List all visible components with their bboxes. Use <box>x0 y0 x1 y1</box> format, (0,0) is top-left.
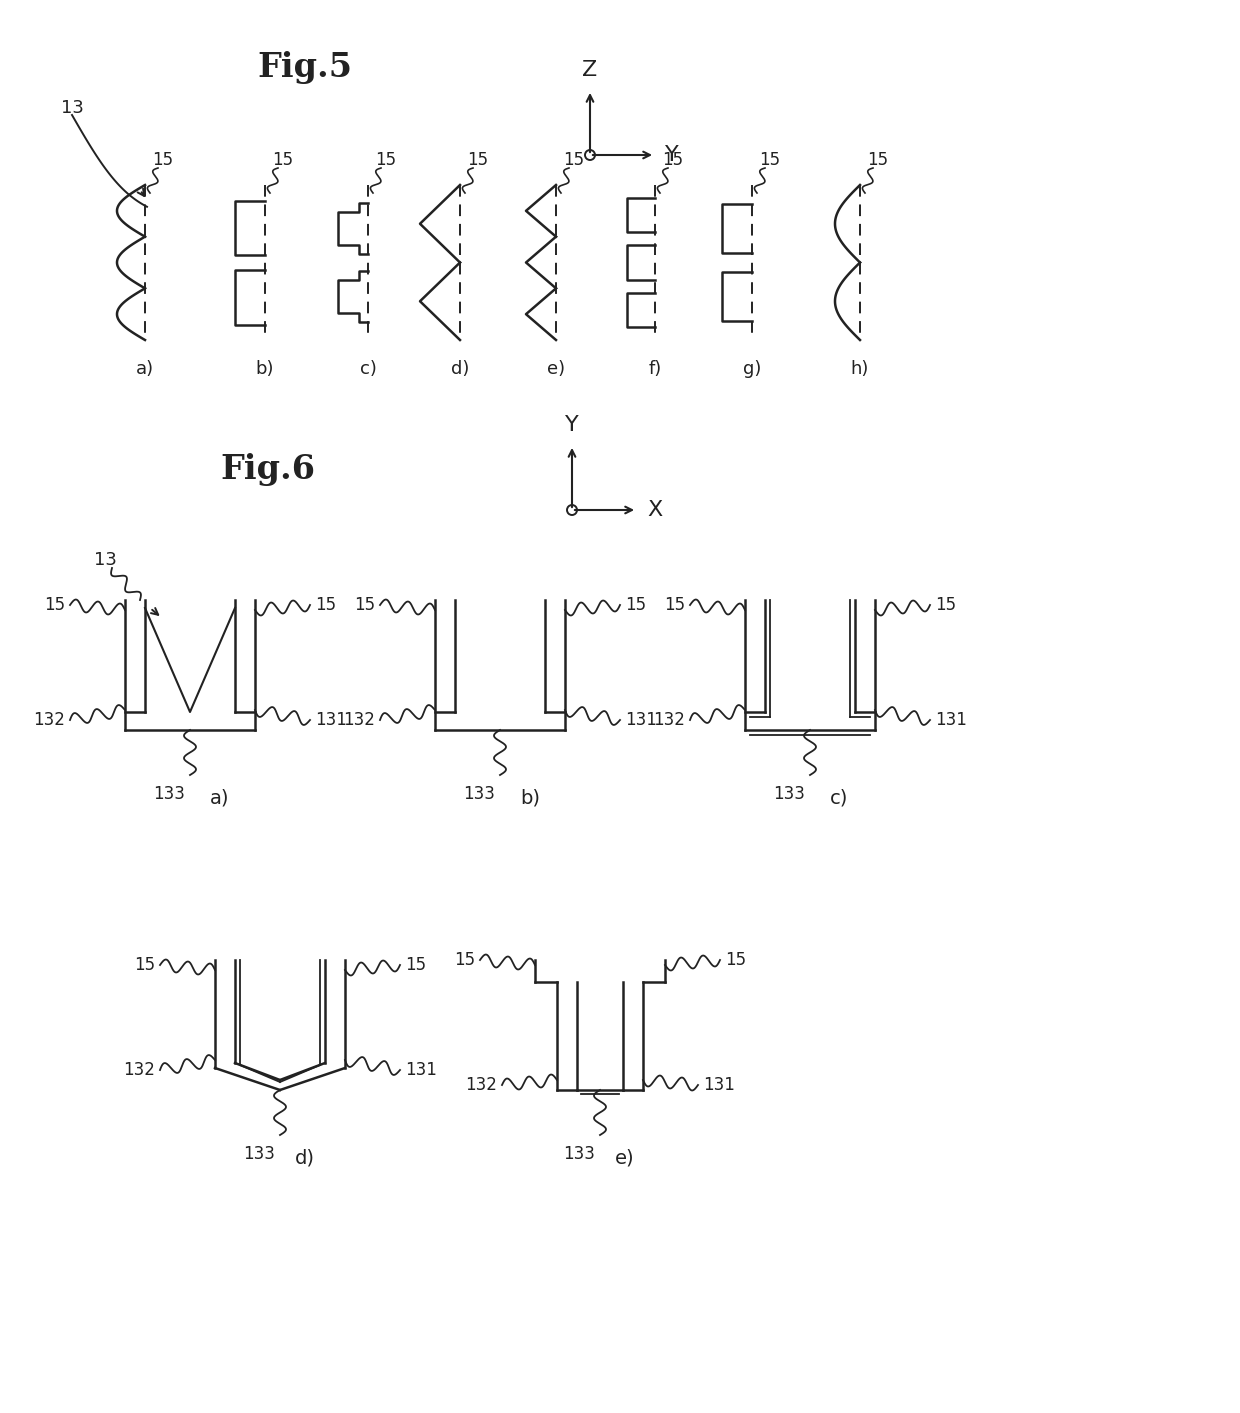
Text: 131: 131 <box>315 711 347 729</box>
Text: b): b) <box>520 788 539 807</box>
Text: 132: 132 <box>343 711 374 729</box>
Text: a): a) <box>210 788 229 807</box>
Text: c): c) <box>360 360 377 379</box>
Text: 131: 131 <box>625 711 657 729</box>
Text: 15: 15 <box>662 151 683 170</box>
Text: 15: 15 <box>454 951 475 969</box>
Text: 131: 131 <box>935 711 967 729</box>
Text: 15: 15 <box>43 596 64 615</box>
Text: 15: 15 <box>353 596 374 615</box>
Text: X: X <box>647 500 662 520</box>
Text: Fig.5: Fig.5 <box>258 51 352 85</box>
Text: 15: 15 <box>759 151 780 170</box>
Text: 133: 133 <box>463 786 495 803</box>
Text: 15: 15 <box>273 151 294 170</box>
Text: 133: 133 <box>563 1145 595 1163</box>
Text: b): b) <box>255 360 274 379</box>
Text: 15: 15 <box>935 596 956 615</box>
Text: 15: 15 <box>625 596 646 615</box>
Text: Y: Y <box>565 415 579 435</box>
Text: e): e) <box>547 360 565 379</box>
Text: 13: 13 <box>93 551 117 569</box>
Text: d): d) <box>295 1147 315 1167</box>
Text: 15: 15 <box>405 957 427 974</box>
Text: 133: 133 <box>773 786 805 803</box>
Text: 15: 15 <box>315 596 336 615</box>
Text: 15: 15 <box>153 151 174 170</box>
Text: 132: 132 <box>33 711 64 729</box>
Text: g): g) <box>743 360 761 379</box>
Text: 13: 13 <box>61 99 83 117</box>
Text: Fig.6: Fig.6 <box>221 454 315 486</box>
Text: d): d) <box>451 360 469 379</box>
Text: 15: 15 <box>663 596 684 615</box>
Text: 15: 15 <box>376 151 397 170</box>
Text: 131: 131 <box>703 1077 735 1094</box>
Text: Z: Z <box>583 59 598 81</box>
Text: 133: 133 <box>243 1145 275 1163</box>
Text: 15: 15 <box>134 957 155 974</box>
Text: f): f) <box>649 360 662 379</box>
Text: 132: 132 <box>653 711 684 729</box>
Text: e): e) <box>615 1147 635 1167</box>
Text: 15: 15 <box>563 151 584 170</box>
Text: 133: 133 <box>153 786 185 803</box>
Text: 15: 15 <box>725 951 746 969</box>
Text: 15: 15 <box>467 151 489 170</box>
Text: c): c) <box>830 788 848 807</box>
Text: 132: 132 <box>465 1077 497 1094</box>
Text: a): a) <box>136 360 154 379</box>
Text: 15: 15 <box>868 151 889 170</box>
Text: 132: 132 <box>123 1061 155 1080</box>
Text: h): h) <box>851 360 869 379</box>
Text: 131: 131 <box>405 1061 436 1080</box>
Text: Y: Y <box>665 146 678 165</box>
